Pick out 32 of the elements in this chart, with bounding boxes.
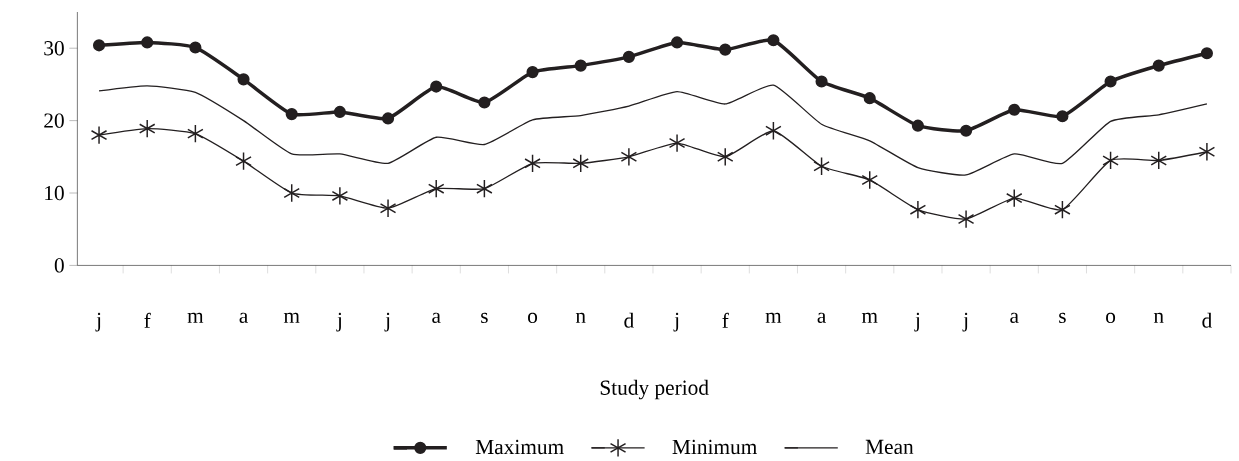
x-tick-label: n [575,312,586,323]
legend-label: Minimum [672,439,757,454]
x-tick-label: j [962,312,968,332]
x-tick-label: a [239,312,248,323]
x-tick-label: j [673,312,679,332]
x-tick-label: a [1010,312,1019,323]
x-tick-label: a [432,312,441,323]
x-tick-label: m [861,312,878,323]
x-tick-label: o [1106,312,1116,323]
legend-label: Mean [865,439,914,454]
x-tick-label: j [914,312,920,332]
x-axis-title: Study period [600,379,709,400]
x-tick-label: s [481,312,488,323]
legend-label: Maximum [475,439,564,454]
y-tick-label: 10 [45,185,64,200]
x-tick-label: a [817,312,827,323]
x-tick-label: j [384,312,390,332]
x-tick-label: s [1059,312,1066,323]
x-tick-label: d [624,312,634,328]
x-tick-label: o [528,312,538,323]
x-tick-label: m [283,312,300,323]
x-tick-label: f [144,312,151,328]
y-tick-label: 30 [44,40,64,56]
x-tick-label: f [722,312,729,328]
x-tick-label: m [765,312,782,323]
x-tick-label: n [1153,312,1164,323]
x-tick-label: d [1202,312,1212,328]
y-tick-label: 20 [44,113,64,128]
x-tick-label: j [95,312,101,332]
x-tick-label: m [187,312,204,323]
y-tick-label: 0 [54,258,64,273]
x-tick-label: j [336,312,342,332]
